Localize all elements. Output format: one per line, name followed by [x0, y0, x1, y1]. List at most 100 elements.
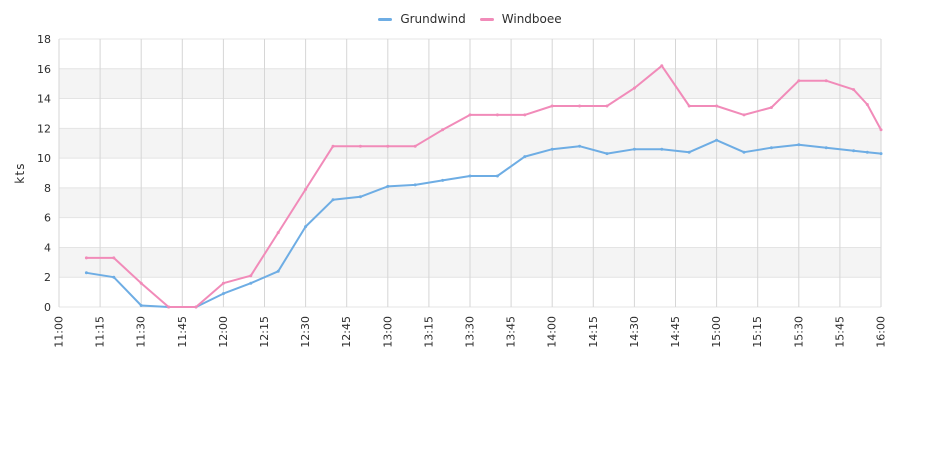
data-point[interactable]	[578, 144, 582, 148]
data-point[interactable]	[249, 274, 253, 278]
grundwind-line-swatch	[378, 17, 393, 21]
y-tick-label: 10	[37, 152, 51, 165]
axis-labels: 0 2 4 6 8 10 12 14 16 18 11:00 11:15 11:30 11:45 12:00…	[37, 33, 888, 348]
data-point[interactable]	[84, 271, 88, 275]
data-point[interactable]	[523, 113, 527, 117]
data-point[interactable]	[550, 104, 554, 108]
data-point[interactable]	[413, 144, 417, 148]
data-point[interactable]	[331, 198, 335, 202]
gridlines	[58, 38, 882, 308]
data-point[interactable]	[84, 256, 88, 260]
data-point[interactable]	[742, 150, 746, 154]
data-point[interactable]	[687, 150, 691, 154]
x-tick-label: 11:15	[94, 316, 107, 348]
data-point[interactable]	[276, 231, 280, 235]
data-point[interactable]	[824, 79, 828, 83]
series-line-grundwind[interactable]	[85, 139, 882, 308]
data-point[interactable]	[495, 174, 499, 178]
data-point[interactable]	[523, 155, 527, 159]
windboee-line-swatch	[479, 17, 494, 21]
x-tick-label: 12:00	[217, 316, 230, 348]
legend-item-windboee[interactable]: Windboee	[479, 12, 562, 26]
y-tick-label: 12	[37, 122, 51, 135]
x-tick-label: 11:30	[135, 316, 148, 348]
x-tick-label: 13:00	[381, 316, 394, 348]
data-point[interactable]	[358, 144, 362, 148]
data-point[interactable]	[139, 304, 143, 307]
x-tick-label: 15:00	[710, 316, 723, 348]
x-tick-label: 14:15	[587, 316, 600, 348]
data-point[interactable]	[468, 113, 472, 117]
x-tick-label: 13:30	[464, 316, 477, 348]
data-point[interactable]	[852, 88, 856, 92]
legend-item-grundwind[interactable]: Grundwind	[378, 12, 466, 26]
x-tick-label: 14:30	[628, 316, 641, 348]
x-tick-label: 12:30	[299, 316, 312, 348]
series-lines	[84, 64, 883, 309]
x-tick-label: 13:15	[422, 316, 435, 348]
data-point[interactable]	[441, 178, 445, 182]
data-point[interactable]	[879, 152, 883, 156]
data-point[interactable]	[715, 138, 719, 142]
legend-label-windboee: Windboee	[501, 12, 562, 26]
data-point[interactable]	[550, 147, 554, 151]
data-point[interactable]	[413, 183, 417, 187]
data-point[interactable]	[797, 143, 801, 147]
x-tick-label: 16:00	[875, 316, 888, 348]
x-tick-label: 15:15	[751, 316, 764, 348]
data-point[interactable]	[167, 305, 171, 309]
y-tick-label: 4	[44, 241, 51, 254]
data-point[interactable]	[715, 104, 719, 108]
data-point[interactable]	[852, 149, 856, 153]
data-point[interactable]	[660, 147, 664, 151]
data-point[interactable]	[221, 281, 225, 285]
data-point[interactable]	[632, 147, 636, 151]
data-point[interactable]	[769, 146, 773, 150]
x-tick-label: 13:45	[505, 316, 518, 348]
data-point[interactable]	[304, 225, 308, 229]
data-point[interactable]	[112, 275, 116, 279]
data-point[interactable]	[865, 103, 869, 106]
data-point[interactable]	[605, 104, 609, 108]
data-point[interactable]	[742, 113, 746, 117]
data-point[interactable]	[769, 106, 773, 109]
data-point[interactable]	[495, 113, 499, 117]
data-point[interactable]	[605, 152, 609, 156]
y-tick-label: 2	[44, 271, 51, 284]
y-tick-label: 6	[44, 212, 51, 225]
y-tick-label: 8	[44, 182, 51, 195]
x-tick-label: 11:45	[176, 316, 189, 348]
data-point[interactable]	[304, 187, 308, 191]
legend-label-grundwind: Grundwind	[400, 12, 466, 26]
data-point[interactable]	[194, 305, 198, 309]
data-point[interactable]	[386, 184, 390, 188]
y-axis-title: kts	[13, 162, 27, 184]
data-point[interactable]	[358, 195, 362, 199]
data-point[interactable]	[632, 86, 636, 90]
data-point[interactable]	[276, 269, 280, 273]
data-point[interactable]	[687, 104, 691, 108]
x-tick-label: 12:45	[340, 316, 353, 348]
data-point[interactable]	[112, 256, 116, 260]
data-point[interactable]	[797, 79, 801, 83]
y-tick-label: 0	[44, 301, 51, 314]
data-point[interactable]	[879, 128, 883, 132]
y-tick-label: 18	[37, 33, 51, 46]
data-point[interactable]	[249, 281, 253, 285]
data-point[interactable]	[139, 281, 143, 285]
x-tick-label: 11:00	[53, 316, 66, 348]
data-point[interactable]	[865, 150, 869, 154]
x-tick-label: 12:15	[258, 316, 271, 348]
y-tick-label: 16	[37, 63, 51, 76]
data-point[interactable]	[578, 104, 582, 108]
data-point[interactable]	[331, 144, 335, 148]
data-point[interactable]	[660, 64, 664, 68]
data-point[interactable]	[824, 146, 828, 150]
data-point[interactable]	[386, 144, 390, 148]
x-tick-label: 14:45	[669, 316, 682, 348]
data-point[interactable]	[441, 128, 445, 132]
data-point[interactable]	[221, 292, 225, 296]
data-point[interactable]	[468, 174, 472, 178]
